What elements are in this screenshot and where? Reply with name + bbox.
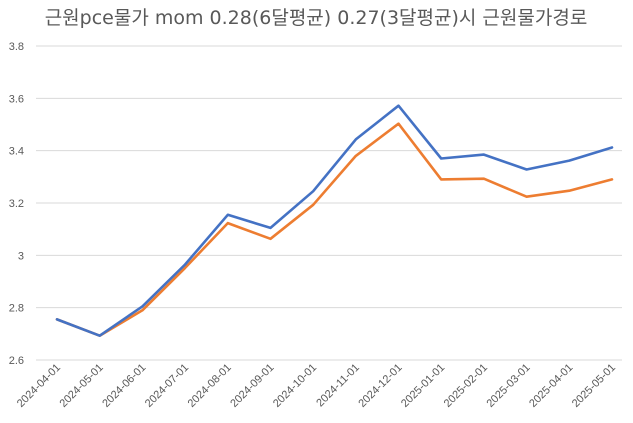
series-line-0	[55, 104, 614, 338]
series-line-1	[55, 122, 614, 338]
chart-title: 근원pce물가 mom 0.28(6달평균) 0.27(3달평균)시 근원물가경…	[45, 7, 588, 29]
y-tick-label: 3	[18, 250, 24, 262]
y-tick-label: 3.8	[9, 41, 24, 53]
gridlines	[36, 45, 622, 361]
y-tick-label: 2.8	[9, 303, 24, 315]
y-tick-label: 2.6	[9, 355, 24, 367]
x-tick-label: 2024-10-01	[271, 362, 319, 410]
x-tick-label: 2024-04-01	[15, 362, 63, 410]
x-tick-label: 2024-11-01	[314, 362, 362, 410]
x-tick-label: 2024-09-01	[228, 362, 276, 410]
x-tick-label: 2025-03-01	[484, 362, 532, 410]
x-tick-label: 2024-08-01	[186, 362, 234, 410]
y-tick-label: 3.2	[9, 198, 24, 210]
y-tick-label: 3.4	[9, 146, 24, 158]
x-axis-ticks: 2024-04-012024-05-012024-06-012024-07-01…	[15, 362, 618, 410]
x-tick-label: 2025-05-01	[570, 362, 618, 410]
x-tick-label: 2024-06-01	[100, 362, 148, 410]
x-tick-label: 2025-02-01	[442, 362, 490, 410]
y-tick-label: 3.6	[9, 93, 24, 105]
x-tick-label: 2024-12-01	[356, 362, 404, 410]
x-tick-label: 2024-07-01	[143, 362, 191, 410]
series-lines	[55, 104, 614, 338]
x-tick-label: 2025-01-01	[399, 362, 447, 410]
y-axis-ticks: 2.6 2.8 3 3.2 3.4 3.6 3.8	[9, 41, 24, 367]
x-tick-label: 2024-05-01	[58, 362, 106, 410]
x-tick-label: 2025-04-01	[527, 362, 575, 410]
